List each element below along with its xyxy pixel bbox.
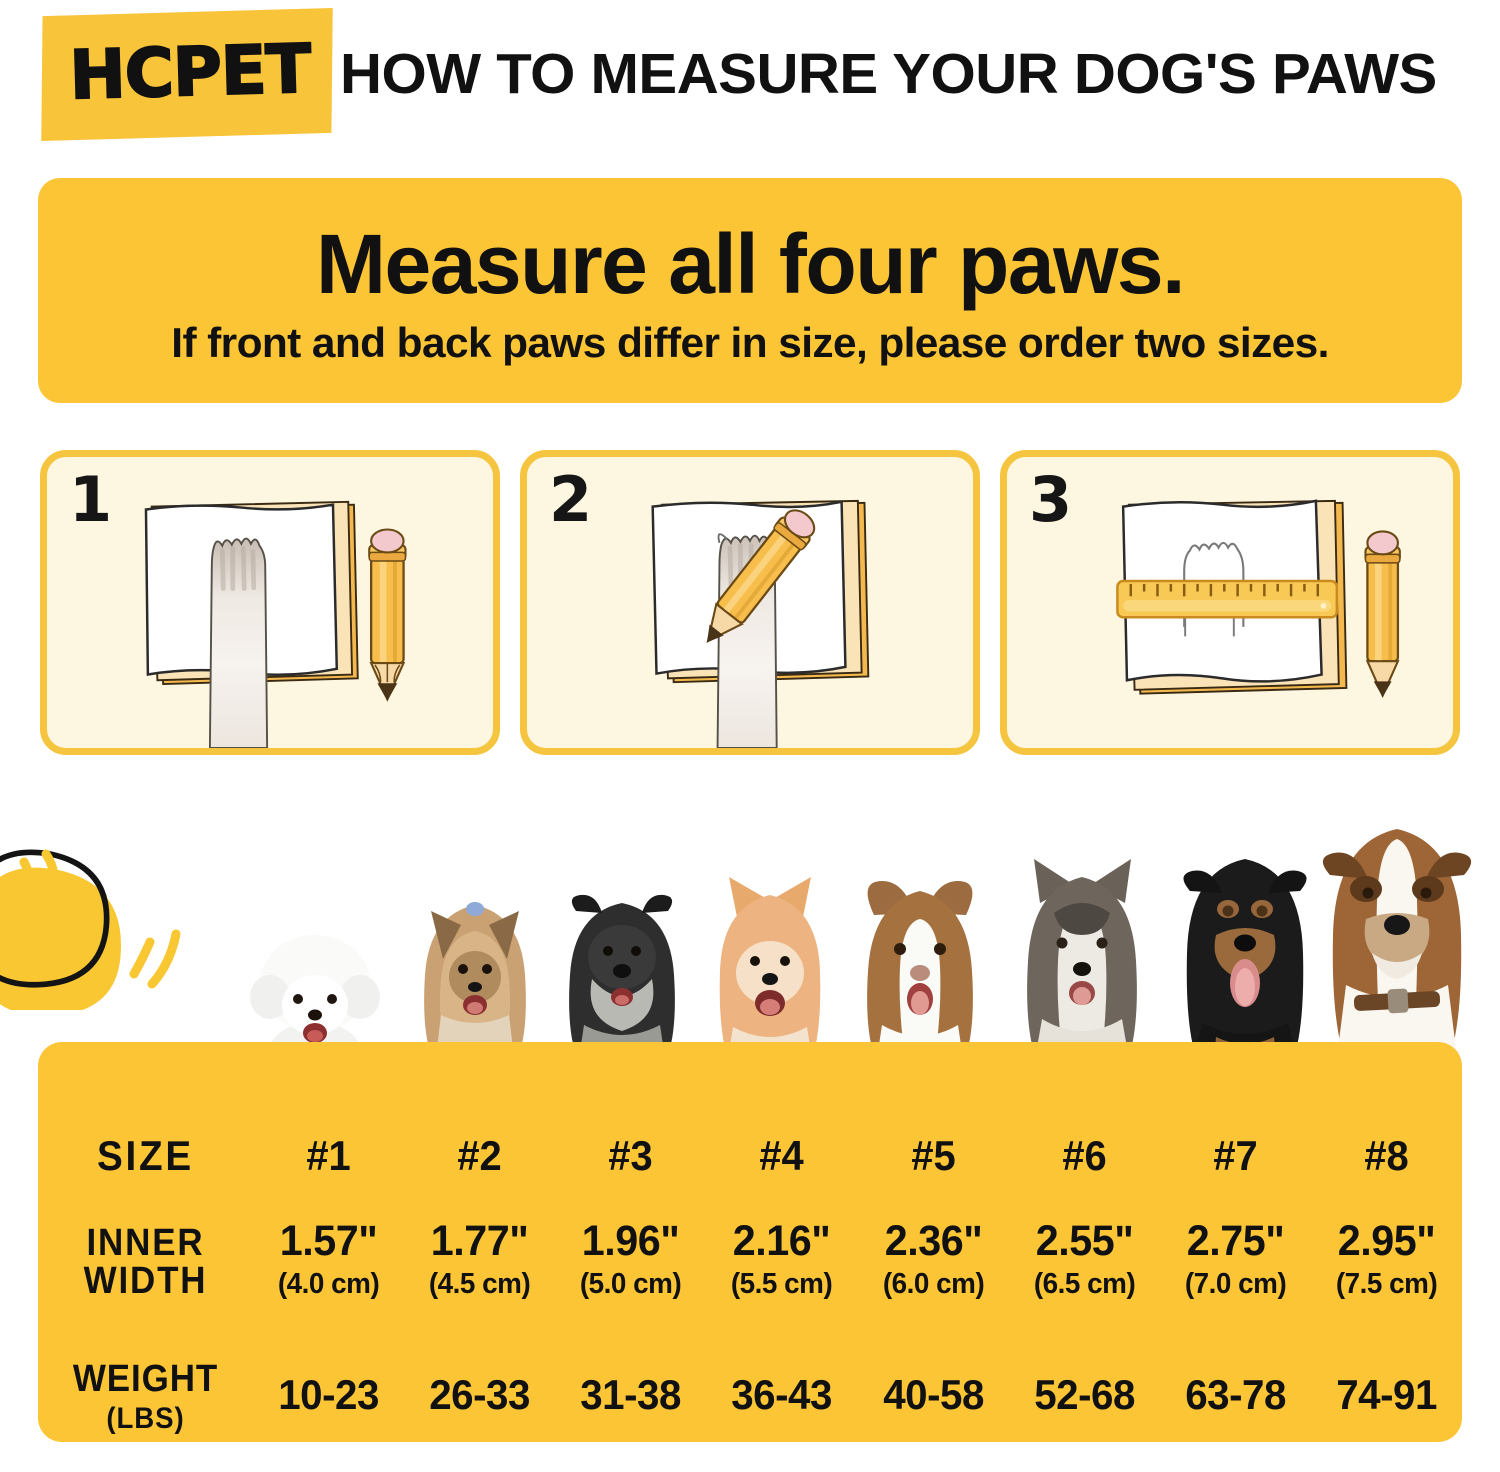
dog-border-collie (867, 881, 973, 1065)
decorative-swoosh-icon (0, 849, 181, 1010)
inner-width-cell: 1.96" (5.0 cm) (555, 1220, 706, 1299)
dog-yorkshire-terrier (424, 902, 526, 1065)
dog-saint-bernard (1322, 829, 1472, 1065)
size-cell: #8 (1364, 1132, 1409, 1179)
inner-width-row-label: INNER WIDTH (47, 1220, 245, 1300)
size-cell: #2 (457, 1132, 502, 1179)
ruler-measuring-outline-icon (1116, 499, 1401, 699)
size-row: SIZE #1 #2 #3 #4 #5 #6 #7 #8 (38, 1124, 1462, 1188)
weight-cell: 74-91 (1336, 1371, 1437, 1418)
inner-width-label-line1: INNER (86, 1222, 205, 1264)
size-row-label: SIZE (97, 1132, 194, 1179)
banner-headline: Measure all four paws. (316, 216, 1185, 311)
dog-alaskan-malamute (1027, 859, 1137, 1065)
dog-shiba-inu (719, 877, 821, 1065)
weight-cell: 63-78 (1184, 1371, 1286, 1418)
inner-width-inches: 1.96" (582, 1217, 680, 1265)
step-card-2: 2 (520, 450, 980, 755)
dog-bichon-frise (250, 935, 380, 1065)
size-chart-card: SIZE #1 #2 #3 #4 #5 #6 #7 #8 INNER WIDTH… (38, 1042, 1462, 1442)
inner-width-cm: (5.0 cm) (580, 1268, 682, 1300)
inner-width-cm: (5.5 cm) (731, 1268, 833, 1300)
inner-width-cm: (6.0 cm) (882, 1268, 984, 1300)
pencil-tracing-paw-icon (651, 499, 870, 748)
inner-width-inches: 2.36" (884, 1217, 982, 1265)
size-cell: #6 (1061, 1132, 1107, 1179)
size-cell: #5 (910, 1132, 956, 1179)
inner-width-cell: 2.95" (7.5 cm) (1311, 1220, 1462, 1299)
inner-width-inches: 1.77" (430, 1217, 529, 1265)
steps-row: 1 (40, 450, 1460, 755)
weight-label-line1: WEIGHT (72, 1358, 219, 1400)
weight-cell: 26-33 (429, 1371, 531, 1418)
banner-subtext: If front and back paws differ in size, p… (171, 318, 1329, 366)
weight-cell: 36-43 (731, 1371, 833, 1418)
size-cell: #7 (1213, 1132, 1258, 1179)
inner-width-cell: 2.55" (6.5 cm) (1009, 1220, 1160, 1299)
weight-cells: 10-23 26-33 31-38 36-43 40-58 52-68 63-7… (253, 1360, 1462, 1416)
size-cells: #1 #2 #3 #4 #5 #6 #7 #8 (253, 1135, 1462, 1177)
inner-width-cell: 2.36" (6.0 cm) (858, 1220, 1009, 1299)
inner-width-inches: 2.16" (733, 1217, 831, 1265)
weight-cell: 10-23 (278, 1371, 379, 1418)
step-number-1: 1 (69, 463, 113, 536)
inner-width-cm: (7.5 cm) (1335, 1268, 1438, 1300)
page-title: HOW TO MEASURE YOUR DOG'S PAWS (340, 42, 1437, 106)
weight-row-label: WEIGHT (LBS) (47, 1360, 245, 1434)
size-cell: #1 (306, 1132, 351, 1179)
inner-width-cells: 1.57" (4.0 cm) 1.77" (4.5 cm) 1.96" (5.0… (253, 1220, 1462, 1299)
step-card-1: 1 (40, 450, 500, 755)
weight-label-units: (LBS) (106, 1402, 185, 1435)
inner-width-inches: 2.95" (1337, 1217, 1436, 1265)
weight-row: WEIGHT (LBS) 10-23 26-33 31-38 36-43 40-… (38, 1360, 1462, 1442)
inner-width-cm: (6.5 cm) (1033, 1268, 1135, 1300)
inner-width-cell: 2.16" (5.5 cm) (706, 1220, 857, 1299)
inner-width-cm: (4.0 cm) (277, 1268, 380, 1300)
inner-width-inches: 2.55" (1035, 1217, 1133, 1265)
dog-breeds-row (0, 780, 1500, 1065)
step-number-3: 3 (1029, 463, 1073, 536)
step-card-3: 3 (1000, 450, 1460, 755)
weight-cell: 40-58 (882, 1371, 984, 1418)
dog-schnauzer (569, 894, 675, 1065)
inner-width-cm: (4.5 cm) (428, 1268, 531, 1300)
instruction-banner: Measure all four paws. If front and back… (38, 178, 1462, 403)
weight-cell: 52-68 (1033, 1371, 1135, 1418)
inner-width-label-line2: WIDTH (83, 1260, 208, 1302)
step-number-2: 2 (549, 463, 593, 536)
inner-width-inches: 1.57" (279, 1217, 378, 1265)
inner-width-cell: 1.77" (4.5 cm) (404, 1220, 555, 1299)
paw-on-paper-icon (144, 500, 407, 748)
inner-width-inches: 2.75" (1186, 1217, 1285, 1265)
brand-logo-text: HCPET (68, 29, 313, 116)
size-cell: #4 (759, 1132, 805, 1179)
inner-width-cell: 1.57" (4.0 cm) (253, 1220, 404, 1299)
weight-cell: 31-38 (580, 1371, 682, 1418)
header: HCPET HOW TO MEASURE YOUR DOG'S PAWS (0, 0, 1500, 160)
size-cell: #3 (608, 1132, 654, 1179)
inner-width-cell: 2.75" (7.0 cm) (1160, 1220, 1311, 1299)
inner-width-cm: (7.0 cm) (1184, 1268, 1287, 1300)
inner-width-row: INNER WIDTH 1.57" (4.0 cm) 1.77" (4.5 cm… (38, 1220, 1462, 1320)
